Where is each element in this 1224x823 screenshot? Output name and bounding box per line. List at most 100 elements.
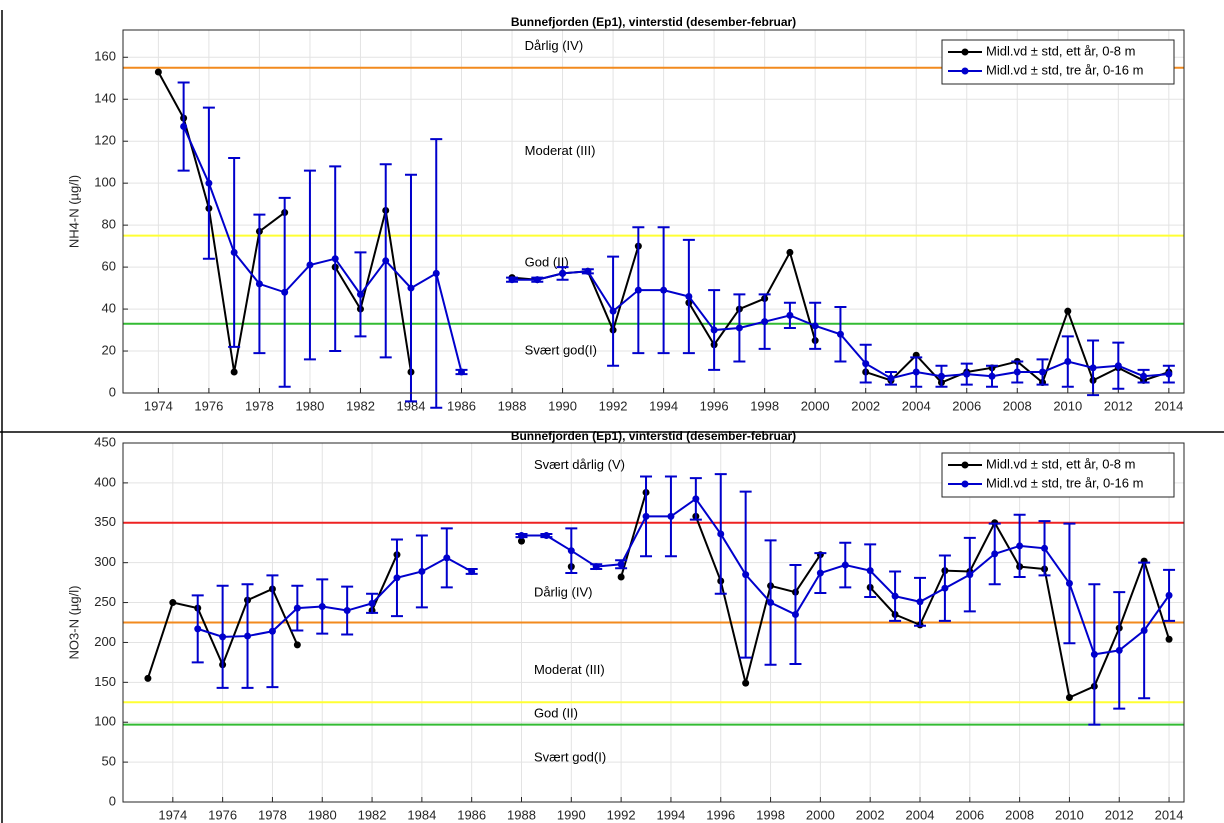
data-point <box>205 179 213 187</box>
legend: Midl.vd ± std, ett år, 0-8 m Midl.vd ± st… <box>941 39 1175 85</box>
data-point <box>230 248 238 256</box>
class-label: God (II) <box>525 254 569 269</box>
chart-title: Bunnefjorden (Ep1), vinterstid (desember… <box>511 15 796 29</box>
x-tick-label: 1998 <box>750 398 779 413</box>
data-point <box>584 267 592 275</box>
x-tick-label: 2014 <box>1154 398 1183 413</box>
legend-marker <box>961 461 969 469</box>
x-tick-label: 1976 <box>208 807 237 822</box>
plot: 1974 1976 1978 1980 1982 1984 1986 1988 1990 1992… <box>66 429 1185 822</box>
x-tick-label: 1974 <box>144 398 173 413</box>
series-line <box>197 556 473 638</box>
series-line <box>334 210 412 373</box>
legend-label: Midl.vd ± std, tre år, 0-16 m <box>986 62 1143 77</box>
x-tick-label: 2010 <box>1053 398 1082 413</box>
class-label: Dårlig (IV) <box>534 584 593 599</box>
x-tick-label: 2006 <box>955 807 984 822</box>
data-point <box>1016 542 1024 550</box>
x-tick-label: 1980 <box>308 807 337 822</box>
y-tick-label: 0 <box>109 793 116 808</box>
data-point <box>991 550 999 558</box>
x-tick-label: 1996 <box>706 807 735 822</box>
y-tick-label: 250 <box>94 594 116 609</box>
data-point <box>407 284 415 292</box>
y-tick-label: 300 <box>94 554 116 569</box>
data-point <box>356 290 364 298</box>
x-tick-label: 2008 <box>1003 398 1032 413</box>
x-tick-label: 1978 <box>245 398 274 413</box>
data-point <box>1064 307 1072 315</box>
x-tick-label: 1994 <box>649 398 678 413</box>
data-point <box>966 571 974 579</box>
data-point <box>761 318 769 326</box>
x-tick-label: 2010 <box>1055 807 1084 822</box>
x-tick-label: 1984 <box>397 398 426 413</box>
data-point <box>642 512 650 520</box>
data-point <box>268 627 276 635</box>
y-axis-label: NH4-N (µg/l) <box>66 175 81 248</box>
data-point <box>517 532 525 540</box>
y-tick-label: 160 <box>94 49 116 64</box>
data-point <box>1140 626 1148 634</box>
y-tick-label: 40 <box>102 301 116 316</box>
x-tick-label: 2008 <box>1005 807 1034 822</box>
x-tick-label: 1988 <box>498 398 527 413</box>
x-tick-label: 1986 <box>457 807 486 822</box>
x-tick-label: 2000 <box>806 807 835 822</box>
x-tick-label: 1978 <box>258 807 287 822</box>
x-tick-label: 2000 <box>801 398 830 413</box>
x-tick-label: 2006 <box>952 398 981 413</box>
data-point <box>194 625 202 633</box>
data-point <box>617 573 625 581</box>
x-tick-label: 1976 <box>194 398 223 413</box>
data-point <box>592 563 600 571</box>
y-tick-label: 60 <box>102 259 116 274</box>
chart-title: Bunnefjorden (Ep1), vinterstid (desember… <box>511 429 796 443</box>
x-tick-label: 2014 <box>1155 807 1184 822</box>
data-point <box>609 307 617 315</box>
data-point <box>1115 646 1123 654</box>
legend-marker <box>961 48 969 56</box>
data-point <box>517 537 525 545</box>
data-point <box>154 68 162 76</box>
data-point <box>368 599 376 607</box>
data-point <box>735 324 743 332</box>
series-line <box>688 249 817 347</box>
data-point <box>1039 368 1047 376</box>
axes-frame <box>122 442 1185 803</box>
data-point <box>1090 650 1098 658</box>
data-point <box>180 123 188 131</box>
class-label: Svært dårlig (V) <box>534 457 625 472</box>
x-tick-label: 1984 <box>407 807 436 822</box>
data-point <box>458 368 466 376</box>
data-point <box>887 374 895 382</box>
data-point <box>318 603 326 611</box>
data-point <box>169 599 177 607</box>
data-point <box>1089 364 1097 372</box>
data-point <box>255 280 263 288</box>
data-point <box>660 286 668 294</box>
data-point <box>1165 635 1173 643</box>
x-tick-label: 1990 <box>548 398 577 413</box>
y-tick-label: 100 <box>94 175 116 190</box>
data-point <box>331 255 339 263</box>
x-tick-label: 1980 <box>295 398 324 413</box>
y-tick-label: 80 <box>102 217 116 232</box>
y-tick-label: 0 <box>109 384 116 399</box>
data-point <box>685 292 693 300</box>
class-label: Svært god(I) <box>534 750 606 765</box>
x-tick-label: 2004 <box>902 398 931 413</box>
data-point <box>559 269 567 277</box>
y-tick-label: 150 <box>94 674 116 689</box>
x-tick-label: 2004 <box>906 807 935 822</box>
x-tick-label: 1996 <box>700 398 729 413</box>
x-tick-label: 1994 <box>656 807 685 822</box>
x-tick-label: 2012 <box>1105 807 1134 822</box>
data-point <box>567 547 575 555</box>
data-point <box>710 326 718 334</box>
data-point <box>418 567 426 575</box>
data-point <box>1165 370 1173 378</box>
data-point <box>533 276 541 284</box>
y-tick-label: 200 <box>94 634 116 649</box>
data-point <box>891 592 899 600</box>
